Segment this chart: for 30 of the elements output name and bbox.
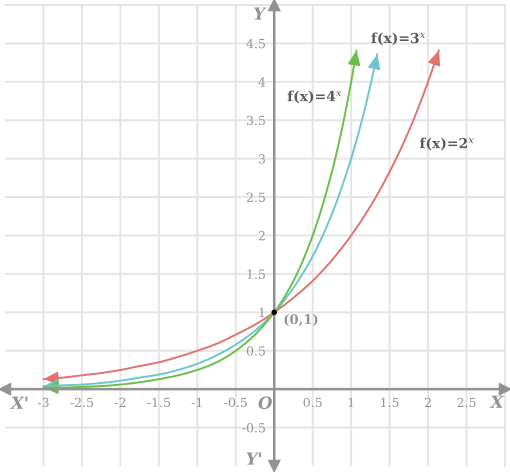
series-label: f(x)=3$^{x}$ <box>371 32 426 46</box>
y-tick-label: -0.5 <box>242 423 265 433</box>
x-tick-label: -2.5 <box>70 398 94 408</box>
x-tick-label: 1 <box>348 398 354 407</box>
annotation: Y' <box>246 452 262 465</box>
annotation: X' <box>10 396 28 409</box>
x-tick-label: -0.5 <box>224 398 247 408</box>
x-tick-label: -1 <box>192 398 202 407</box>
y-tick-label: 3.5 <box>246 116 265 126</box>
x-tick-label: 1.5 <box>381 398 399 408</box>
y-tick-label: 3 <box>258 154 265 164</box>
x-axis-title: X <box>490 396 504 408</box>
x-tick-label: -2 <box>114 398 126 407</box>
series-label: f(x)=4$^{x}$ <box>288 90 342 104</box>
x-tick-label: -3 <box>38 398 49 408</box>
y-tick-label: 2.5 <box>246 192 265 202</box>
x-tick-label: 0.5 <box>304 398 322 408</box>
x-tick-label: 2 <box>424 398 431 407</box>
y-tick-label: 2 <box>258 230 265 240</box>
annotation: (0,1) <box>284 314 318 326</box>
y-tick-label: 1.5 <box>248 269 265 279</box>
y-tick-label: 4 <box>258 77 266 87</box>
x-tick-label: 2.5 <box>457 398 476 408</box>
y-tick-label: 4.5 <box>246 38 265 48</box>
y-tick-label: 1 <box>259 308 264 318</box>
annotation: O <box>258 396 272 410</box>
series-label: f(x)=2$^{x}$ <box>420 138 474 150</box>
y-tick-label: 0.5 <box>246 346 265 356</box>
x-tick-label: -1.5 <box>147 398 170 408</box>
y-axis-title: Y <box>254 7 267 20</box>
